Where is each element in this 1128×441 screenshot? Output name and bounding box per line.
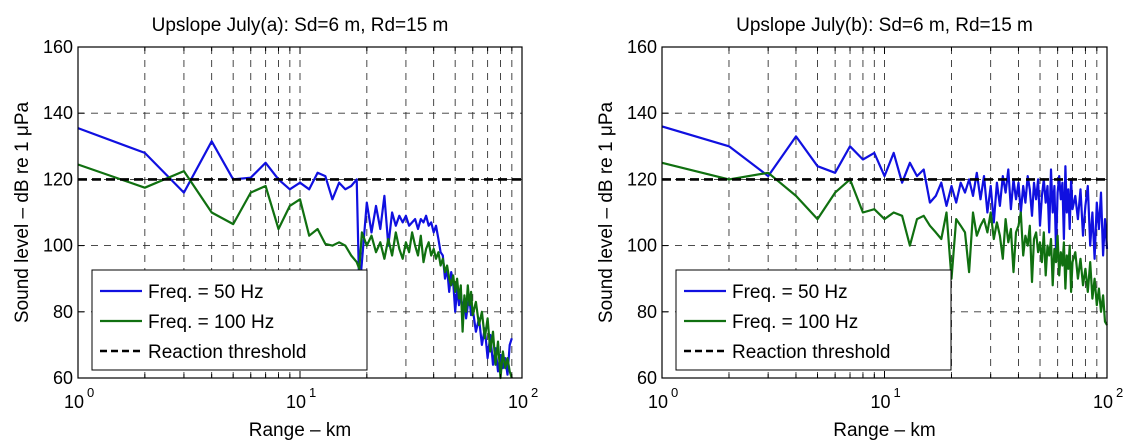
chart-1-ytick-label: 160: [627, 37, 657, 57]
chart-0-legend-label-0: Freq. = 50 Hz: [148, 282, 264, 303]
chart-1-xlabel: Range – km: [833, 420, 935, 441]
chart-0-xtick-exponent: 0: [87, 385, 94, 400]
chart-0-title: Upslope July(a): Sd=6 m, Rd=15 m: [152, 15, 449, 36]
chart-0-xlabel: Range – km: [249, 420, 351, 441]
chart-1-xtick-label: 10: [870, 392, 890, 412]
chart-0-xtick-label: 10: [508, 392, 528, 412]
chart-0-xtick-exponent: 1: [309, 385, 316, 400]
chart-0-xtick-exponent: 2: [531, 385, 538, 400]
chart-1-ylabel: Sound level – dB re 1 μPa: [596, 102, 617, 324]
chart-0-ylabel: Sound level – dB re 1 μPa: [12, 102, 33, 324]
chart-1-legend-label-0: Freq. = 50 Hz: [732, 282, 848, 303]
chart-0-legend-label-2: Reaction threshold: [148, 342, 306, 363]
chart-1-legend-label-1: Freq. = 100 Hz: [732, 312, 858, 333]
chart-0-ytick-label: 140: [43, 103, 73, 123]
chart-1-ytick-label: 140: [627, 103, 657, 123]
chart-1-legend: Freq. = 50 Hz Freq. = 100 Hz Reaction thre…: [675, 269, 952, 371]
chart-0-ytick-label: 80: [53, 302, 73, 322]
chart-1-xtick-label: 10: [1093, 392, 1113, 412]
chart-0-xtick-label: 10: [64, 392, 84, 412]
chart-1-xtick-exponent: 0: [671, 385, 678, 400]
chart-1-title: Upslope July(b): Sd=6 m, Rd=15 m: [736, 15, 1033, 36]
chart-0-legend-label-1: Freq. = 100 Hz: [148, 312, 274, 333]
chart-1-series-0-line: [661, 125, 1109, 260]
chart-1-xtick-label: 10: [648, 392, 668, 412]
chart-1-xtick-exponent: 1: [894, 385, 901, 400]
chart-1-series-1-line: [661, 161, 1108, 326]
chart-0-legend: Freq. = 50 Hz Freq. = 100 Hz Reaction thre…: [91, 269, 368, 371]
chart-0-xtick-label: 10: [286, 392, 306, 412]
chart-0-ytick-label: 60: [53, 368, 73, 388]
chart-0-series-1-line: [77, 163, 513, 380]
chart-1-ytick-label: 60: [637, 368, 657, 388]
chart-1-xtick-exponent: 2: [1116, 385, 1123, 400]
chart-0-ytick-label: 120: [43, 169, 73, 189]
chart-0-series-0-line: [77, 127, 513, 376]
chart-1-ytick-label: 80: [637, 302, 657, 322]
chart-1-ytick-label: 100: [627, 236, 657, 256]
chart-0-ytick-label: 100: [43, 236, 73, 256]
chart-0-ytick-label: 160: [43, 37, 73, 57]
chart-1-ytick-label: 120: [627, 169, 657, 189]
chart-1-legend-label-2: Reaction threshold: [732, 342, 890, 363]
